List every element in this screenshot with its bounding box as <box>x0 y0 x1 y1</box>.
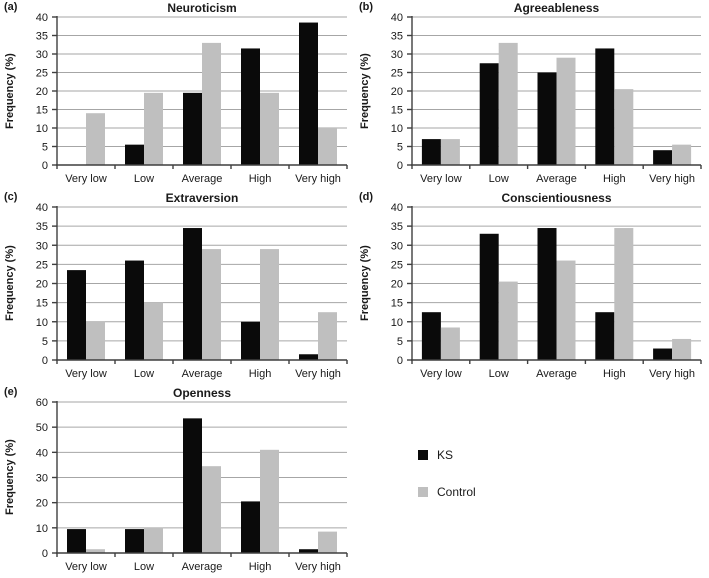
chart-panel-conscientiousness: (d) Conscientiousness Frequency (%) 0 5 10… <box>355 190 709 385</box>
svg-text:0: 0 <box>42 355 48 367</box>
svg-text:35: 35 <box>391 221 403 233</box>
svg-text:Low: Low <box>489 368 509 380</box>
svg-text:25: 25 <box>36 259 48 271</box>
chart-title: Openness <box>172 386 232 400</box>
svg-text:30: 30 <box>36 473 48 485</box>
svg-text:High: High <box>603 173 626 185</box>
svg-text:Very high: Very high <box>649 368 695 380</box>
panel-letter: (d) <box>359 191 374 203</box>
bar-chart-conscientiousness: 0 5 10 15 20 25 30 35 40 Very low Low Average High Ve… <box>391 202 702 380</box>
svg-text:Very low: Very low <box>65 173 107 185</box>
svg-text:10: 10 <box>391 123 403 135</box>
svg-text:15: 15 <box>36 105 48 117</box>
svg-text:35: 35 <box>391 31 403 43</box>
svg-text:10: 10 <box>36 523 48 535</box>
svg-text:10: 10 <box>391 317 403 329</box>
svg-text:Low: Low <box>134 173 154 185</box>
svg-text:15: 15 <box>391 105 403 117</box>
svg-text:20: 20 <box>36 279 48 291</box>
svg-text:Very high: Very high <box>295 368 341 380</box>
svg-text:30: 30 <box>391 240 403 252</box>
svg-text:30: 30 <box>36 49 48 61</box>
svg-text:0: 0 <box>397 355 403 367</box>
svg-text:35: 35 <box>36 221 48 233</box>
svg-text:25: 25 <box>36 68 48 80</box>
svg-text:10: 10 <box>36 317 48 329</box>
svg-text:Very low: Very low <box>420 173 462 185</box>
panel-letter: (a) <box>4 1 18 13</box>
control-swatch-icon <box>418 487 428 497</box>
svg-text:15: 15 <box>391 298 403 310</box>
svg-text:Very low: Very low <box>65 561 107 573</box>
legend-label-control: Control <box>437 485 476 499</box>
svg-text:40: 40 <box>36 447 48 459</box>
svg-text:25: 25 <box>391 68 403 80</box>
chart-panel-agreeableness: (b) Agreeableness Frequency (%) 0 5 10 15 20… <box>355 0 709 190</box>
svg-text:0: 0 <box>397 160 403 172</box>
panel-letter: (c) <box>4 191 18 203</box>
svg-text:40: 40 <box>391 202 403 214</box>
svg-text:5: 5 <box>397 336 403 348</box>
svg-text:5: 5 <box>42 336 48 348</box>
svg-text:High: High <box>249 561 272 573</box>
svg-text:High: High <box>249 173 272 185</box>
svg-text:0: 0 <box>42 160 48 172</box>
svg-text:Very low: Very low <box>420 368 462 380</box>
svg-text:35: 35 <box>36 31 48 43</box>
svg-text:20: 20 <box>36 498 48 510</box>
svg-text:20: 20 <box>391 279 403 291</box>
svg-text:Average: Average <box>536 173 577 185</box>
svg-text:Very low: Very low <box>65 368 107 380</box>
svg-text:30: 30 <box>36 240 48 252</box>
bar-chart-extraversion: 0 5 10 15 20 25 30 35 40 Very low Low Average High Ve… <box>36 202 348 380</box>
svg-text:15: 15 <box>36 298 48 310</box>
chart-title: Neuroticism <box>167 1 237 15</box>
svg-text:Average: Average <box>182 561 223 573</box>
svg-text:High: High <box>603 368 626 380</box>
ks-swatch-icon <box>418 450 428 460</box>
chart-panel-extraversion: (c) Extraversion Frequency (%) 0 5 10 15 20 2… <box>0 190 355 385</box>
svg-text:5: 5 <box>42 142 48 154</box>
svg-text:0: 0 <box>42 548 48 560</box>
svg-text:5: 5 <box>397 142 403 154</box>
legend-item-control: Control <box>418 485 476 499</box>
svg-text:Average: Average <box>536 368 577 380</box>
chart-panel-openness: (e) Openness Frequency (%) 0 10 20 30 40 50 60… <box>0 385 355 578</box>
svg-text:Low: Low <box>134 368 154 380</box>
svg-text:60: 60 <box>36 397 48 409</box>
svg-text:30: 30 <box>391 49 403 61</box>
chart-title: Extraversion <box>165 191 239 205</box>
legend: KS Control <box>418 448 476 499</box>
bar-chart-openness: 0 10 20 30 40 50 60 Very low Low Average High Very … <box>36 397 348 573</box>
svg-text:Very high: Very high <box>295 561 341 573</box>
svg-text:40: 40 <box>391 12 403 24</box>
svg-text:Average: Average <box>182 173 223 185</box>
svg-text:Low: Low <box>134 561 154 573</box>
svg-text:10: 10 <box>36 123 48 135</box>
legend-item-ks: KS <box>418 448 476 462</box>
svg-text:25: 25 <box>391 259 403 271</box>
svg-text:Very high: Very high <box>649 173 695 185</box>
svg-text:Very high: Very high <box>295 173 341 185</box>
bar-chart-agreeableness: 0 5 10 15 20 25 30 35 40 Very low Low Average High Ve… <box>391 12 702 185</box>
svg-text:20: 20 <box>36 86 48 98</box>
chart-title: Conscientiousness <box>501 191 612 205</box>
svg-text:High: High <box>249 368 272 380</box>
panel-letter: (e) <box>4 386 18 398</box>
chart-title: Agreeableness <box>513 1 600 15</box>
svg-text:40: 40 <box>36 12 48 24</box>
svg-text:Average: Average <box>182 368 223 380</box>
svg-text:20: 20 <box>391 86 403 98</box>
svg-text:40: 40 <box>36 202 48 214</box>
svg-text:50: 50 <box>36 422 48 434</box>
legend-label-ks: KS <box>437 448 454 462</box>
svg-text:Low: Low <box>489 173 509 185</box>
bar-chart-neuroticism: 0 5 10 15 20 25 30 35 40 Very low Low Average High Ve… <box>36 12 348 185</box>
chart-panel-neuroticism: (a) Neuroticism Frequency (%) 0 5 10 15 20 25… <box>0 0 355 190</box>
panel-letter: (b) <box>359 1 374 13</box>
